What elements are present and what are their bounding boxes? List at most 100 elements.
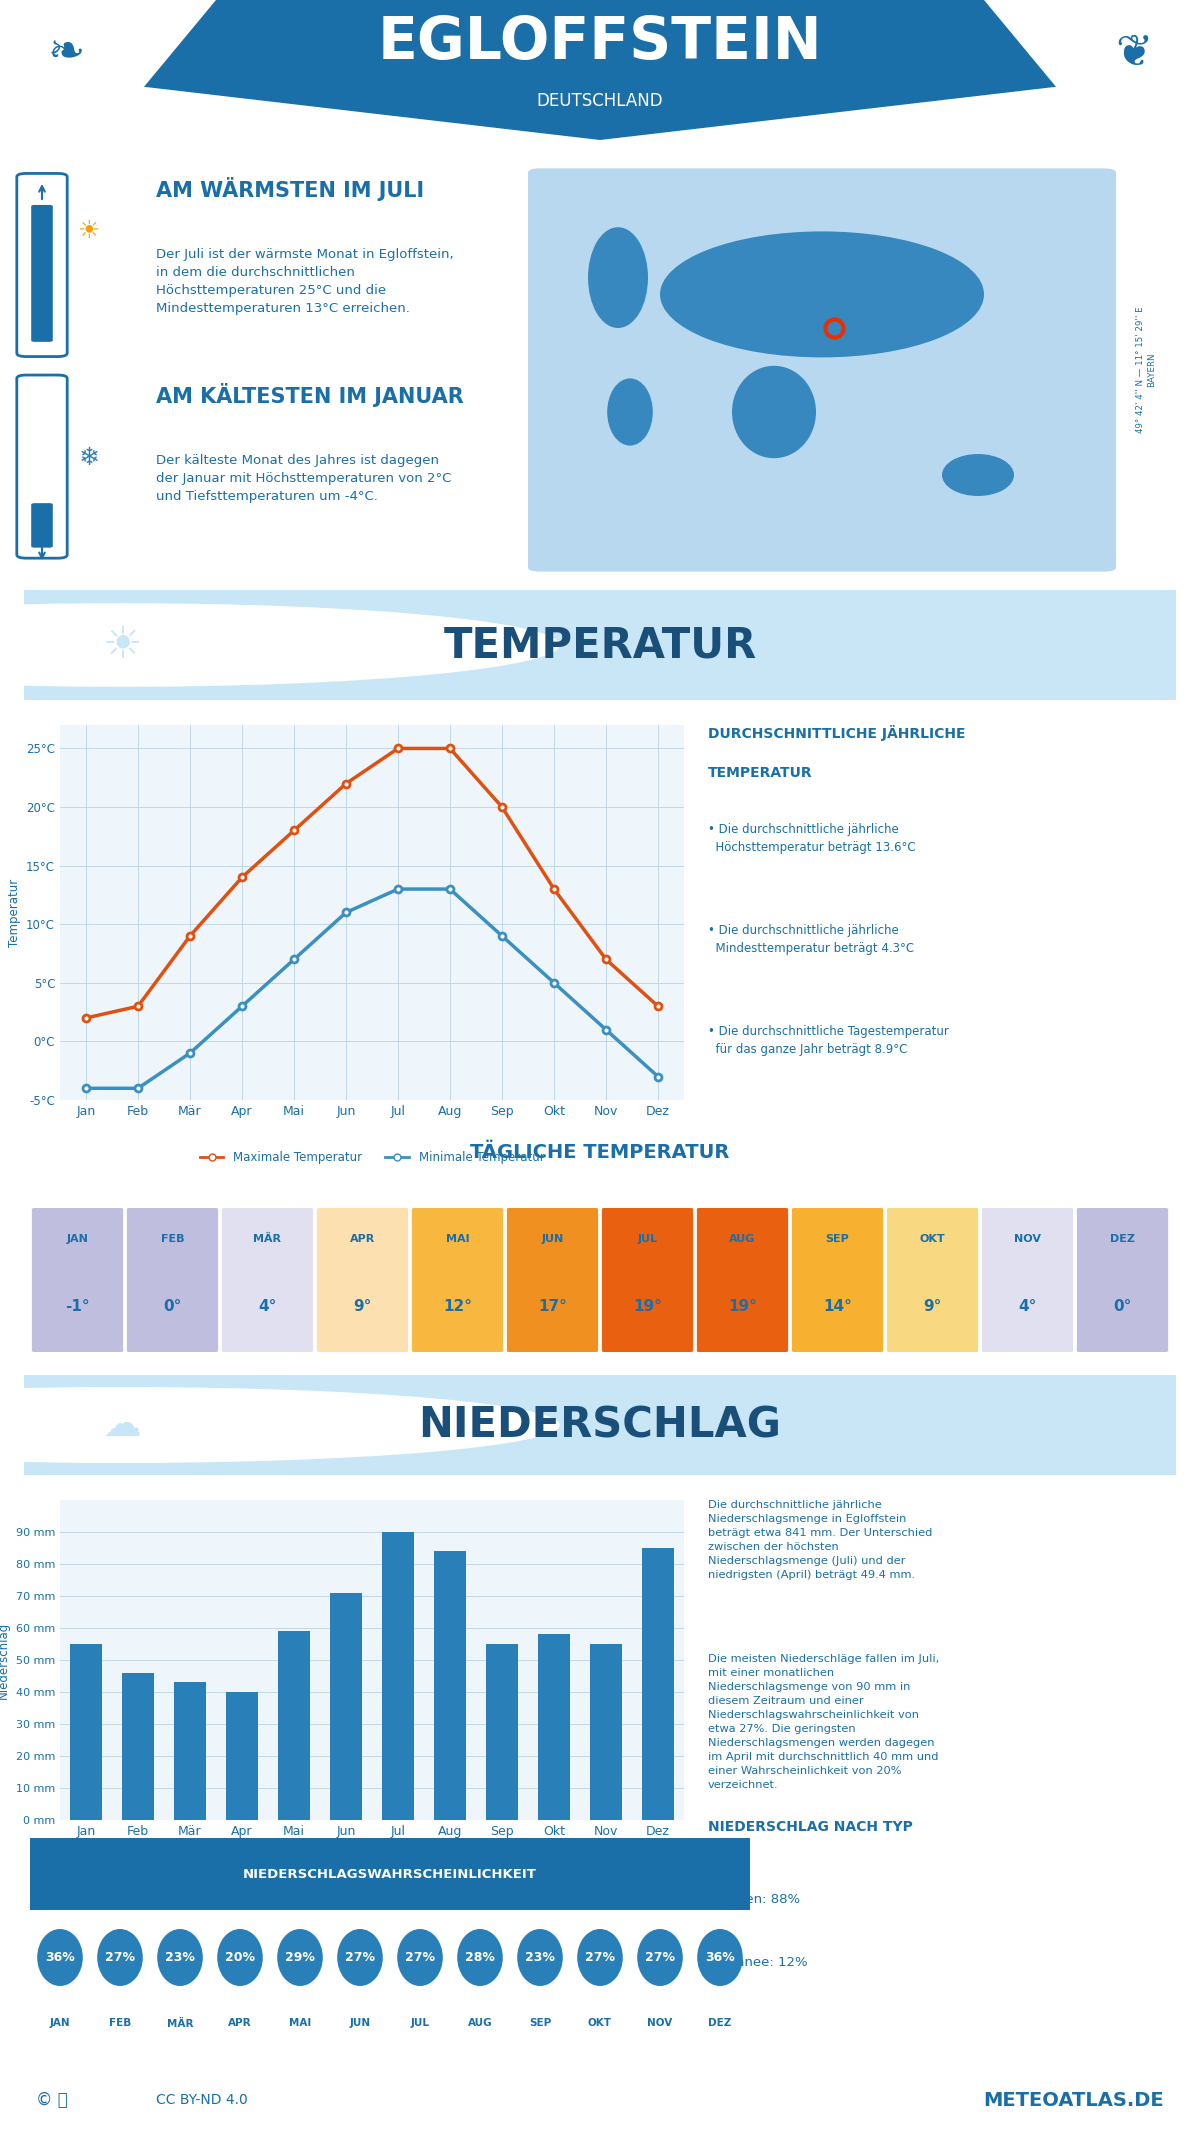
Text: 27%: 27% [586, 1952, 616, 1965]
Bar [71, 1644, 102, 1819]
Circle shape [37, 1928, 83, 1986]
Text: JAN: JAN [49, 2018, 71, 2029]
Text: JUN: JUN [349, 2018, 371, 2029]
Text: TEMPERATUR: TEMPERATUR [443, 625, 757, 666]
Text: JUN: JUN [541, 1235, 564, 1243]
Text: AM WÄRMSTEN IM JULI: AM WÄRMSTEN IM JULI [156, 178, 424, 201]
Text: JUL: JUL [410, 2018, 430, 2029]
Text: DEZ: DEZ [1110, 1235, 1135, 1243]
Text: AUG: AUG [468, 2018, 492, 2029]
Text: Die durchschnittliche jährliche
Niederschlagsmenge in Egloffstein
beträgt etwa 8: Die durchschnittliche jährliche Niedersc… [708, 1500, 932, 1579]
Bar [278, 1631, 310, 1819]
Text: 29%: 29% [286, 1952, 314, 1965]
Circle shape [0, 603, 559, 687]
Text: ☀: ☀ [78, 220, 100, 244]
Bar [330, 1592, 361, 1819]
Ellipse shape [660, 231, 984, 357]
FancyBboxPatch shape [31, 503, 53, 548]
Bar [383, 1532, 414, 1819]
FancyBboxPatch shape [222, 1207, 313, 1352]
FancyBboxPatch shape [506, 1207, 598, 1352]
Text: 36%: 36% [706, 1952, 734, 1965]
Text: TEMPERATUR: TEMPERATUR [708, 766, 812, 781]
Text: 49° 42' 4'' N — 11° 15' 29'' E
BAYERN: 49° 42' 4'' N — 11° 15' 29'' E BAYERN [1136, 306, 1156, 432]
Circle shape [517, 1928, 563, 1986]
Text: Die meisten Niederschläge fallen im Juli,
mit einer monatlichen
Niederschlagsmen: Die meisten Niederschläge fallen im Juli… [708, 1654, 940, 1789]
Text: 0°: 0° [163, 1299, 181, 1314]
Text: MÄR: MÄR [167, 2018, 193, 2029]
Text: 27%: 27% [346, 1952, 374, 1965]
Text: DEZ: DEZ [708, 2018, 732, 2029]
Text: APR: APR [228, 2018, 252, 2029]
Text: ❦: ❦ [1115, 32, 1153, 75]
Text: 23%: 23% [526, 1952, 554, 1965]
Text: 27%: 27% [106, 1952, 134, 1965]
Legend: Maximale Temperatur, Minimale Temperatur: Maximale Temperatur, Minimale Temperatur [194, 1147, 550, 1168]
FancyBboxPatch shape [887, 1207, 978, 1352]
Text: MÄR: MÄR [253, 1235, 282, 1243]
Text: SEP: SEP [529, 2018, 551, 2029]
Text: FEB: FEB [109, 2018, 131, 2029]
Ellipse shape [588, 227, 648, 327]
Text: NIEDERSCHLAG NACH TYP: NIEDERSCHLAG NACH TYP [708, 1819, 913, 1834]
Text: FEB: FEB [161, 1235, 185, 1243]
Text: 9°: 9° [353, 1299, 372, 1314]
Text: MAI: MAI [289, 2018, 311, 2029]
Text: • Die durchschnittliche jährliche
  Mindesttemperatur beträgt 4.3°C: • Die durchschnittliche jährliche Mindes… [708, 924, 914, 954]
Text: 14°: 14° [823, 1299, 852, 1314]
Bar [434, 1552, 466, 1819]
Text: 23%: 23% [166, 1952, 194, 1965]
Text: EGLOFFSTEIN: EGLOFFSTEIN [378, 13, 822, 71]
Text: NOV: NOV [647, 2018, 673, 2029]
Text: MAI: MAI [445, 1235, 469, 1243]
Ellipse shape [732, 366, 816, 458]
FancyBboxPatch shape [528, 169, 1116, 571]
FancyBboxPatch shape [1, 588, 1199, 702]
FancyBboxPatch shape [982, 1207, 1073, 1352]
Circle shape [397, 1928, 443, 1986]
Text: ❄: ❄ [78, 447, 100, 471]
Ellipse shape [942, 454, 1014, 496]
Bar [227, 1693, 258, 1819]
Text: DURCHSCHNITTLICHE JÄHRLICHE: DURCHSCHNITTLICHE JÄHRLICHE [708, 725, 966, 740]
Text: 17°: 17° [538, 1299, 566, 1314]
Text: • Schnee: 12%: • Schnee: 12% [708, 1956, 808, 1969]
Text: 19°: 19° [728, 1299, 757, 1314]
Text: • Regen: 88%: • Regen: 88% [708, 1894, 800, 1907]
FancyBboxPatch shape [697, 1207, 788, 1352]
Text: 27%: 27% [646, 1952, 674, 1965]
Text: CC BY-ND 4.0: CC BY-ND 4.0 [156, 2093, 247, 2108]
Text: 20%: 20% [226, 1952, 256, 1965]
Text: TÄGLICHE TEMPERATUR: TÄGLICHE TEMPERATUR [470, 1143, 730, 1162]
Text: AM KÄLTESTEN IM JANUAR: AM KÄLTESTEN IM JANUAR [156, 383, 463, 407]
Legend: Niederschlagssumme: Niederschlagssumme [287, 1843, 457, 1866]
Text: AUG: AUG [730, 1235, 756, 1243]
FancyBboxPatch shape [1076, 1207, 1168, 1352]
Text: SEP: SEP [826, 1235, 850, 1243]
Text: JAN: JAN [66, 1235, 89, 1243]
Bar [122, 1673, 154, 1819]
Text: 27%: 27% [406, 1952, 436, 1965]
Text: NIEDERSCHLAGSWAHRSCHEINLICHKEIT: NIEDERSCHLAGSWAHRSCHEINLICHKEIT [244, 1868, 536, 1881]
Circle shape [637, 1928, 683, 1986]
Text: -1°: -1° [65, 1299, 90, 1314]
Circle shape [217, 1928, 263, 1986]
Text: 28%: 28% [466, 1952, 494, 1965]
Bar [486, 1644, 517, 1819]
FancyBboxPatch shape [127, 1207, 218, 1352]
Bar [642, 1547, 673, 1819]
Text: Der Juli ist der wärmste Monat in Egloffstein,
in dem die durchschnittlichen
Höc: Der Juli ist der wärmste Monat in Egloff… [156, 248, 454, 315]
Bar [590, 1644, 622, 1819]
FancyBboxPatch shape [602, 1207, 694, 1352]
Text: NOV: NOV [1014, 1235, 1042, 1243]
Text: ☀: ☀ [102, 623, 142, 666]
FancyBboxPatch shape [32, 1207, 124, 1352]
Circle shape [577, 1928, 623, 1986]
Circle shape [697, 1928, 743, 1986]
FancyBboxPatch shape [17, 173, 67, 357]
Text: • Die durchschnittliche jährliche
  Höchsttemperatur beträgt 13.6°C: • Die durchschnittliche jährliche Höchst… [708, 822, 916, 854]
Text: 4°: 4° [258, 1299, 277, 1314]
FancyBboxPatch shape [1, 1374, 1199, 1477]
Text: NIEDERSCHLAG: NIEDERSCHLAG [419, 1404, 781, 1447]
Text: 0°: 0° [1114, 1299, 1132, 1314]
